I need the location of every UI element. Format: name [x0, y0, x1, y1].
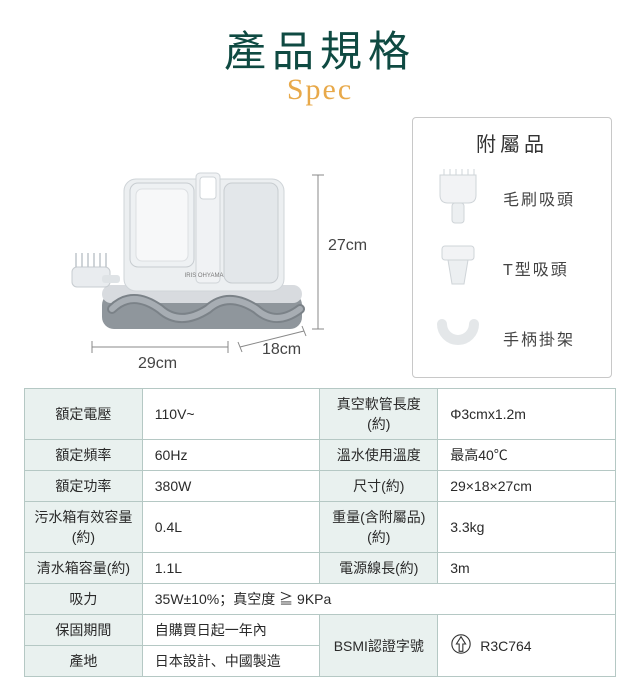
accessories-title: 附屬品 [423, 128, 601, 157]
spec-label: BSMI認證字號 [320, 615, 438, 677]
accessory-item: 毛刷吸頭 [423, 163, 601, 233]
brush-head-icon [423, 167, 493, 229]
table-row: 清水箱容量(約) 1.1L 電源線長(約) 3m [25, 553, 616, 584]
bsmi-mark-icon [450, 633, 472, 658]
spec-label: 保固期間 [25, 615, 143, 646]
t-head-icon [423, 237, 493, 299]
spec-label: 額定電壓 [25, 389, 143, 440]
spec-value: 0.4L [142, 502, 320, 553]
spec-label: 額定頻率 [25, 440, 143, 471]
accessories-panel: 附屬品 毛刷吸頭 [412, 117, 612, 378]
dim-depth: 18cm [262, 341, 301, 359]
spec-label: 清水箱容量(約) [25, 553, 143, 584]
spec-label: 產地 [25, 646, 143, 677]
upper-section: IRIS OHYAMA [0, 107, 640, 384]
page-subtitle: Spec [0, 73, 640, 107]
page-title: 產品規格 [0, 18, 640, 79]
accessory-item: 手柄掛架 [423, 303, 601, 373]
spec-label: 溫水使用溫度 [320, 440, 438, 471]
spec-value: 1.1L [142, 553, 320, 584]
spec-value: 自購買日起一年內 [142, 615, 320, 646]
svg-text:IRIS OHYAMA: IRIS OHYAMA [185, 273, 224, 279]
spec-value: 29×18×27cm [438, 471, 616, 502]
spec-value: 35W±10%；真空度 ≧ 9KPa [142, 584, 615, 615]
table-row: 額定電壓 110V~ 真空軟管長度(約) Φ3cmx1.2m [25, 389, 616, 440]
accessory-label: T型吸頭 [503, 256, 569, 280]
spec-label: 真空軟管長度(約) [320, 389, 438, 440]
spec-value: 380W [142, 471, 320, 502]
table-row: 額定功率 380W 尺寸(約) 29×18×27cm [25, 471, 616, 502]
dim-height: 27cm [328, 237, 367, 255]
spec-value: Φ3cmx1.2m [438, 389, 616, 440]
spec-value: 3.3kg [438, 502, 616, 553]
table-row: 額定頻率 60Hz 溫水使用溫度 最高40℃ [25, 440, 616, 471]
table-row: 保固期間 自購買日起一年內 BSMI認證字號 R3C764 [25, 615, 616, 646]
spec-value: R3C764 [438, 615, 616, 677]
spec-label: 污水箱有效容量(約) [25, 502, 143, 553]
spec-value: 3m [438, 553, 616, 584]
product-figure: IRIS OHYAMA [28, 117, 394, 377]
accessory-label: 手柄掛架 [503, 326, 575, 350]
spec-value: 最高40℃ [438, 440, 616, 471]
spec-value: 110V~ [142, 389, 320, 440]
accessory-item: T型吸頭 [423, 233, 601, 303]
spec-label: 吸力 [25, 584, 143, 615]
spec-label: 尺寸(約) [320, 471, 438, 502]
product-illustration: IRIS OHYAMA [68, 125, 358, 365]
spec-label: 額定功率 [25, 471, 143, 502]
title-block: 產品規格 Spec [0, 0, 640, 107]
spec-label: 電源線長(約) [320, 553, 438, 584]
table-row: 污水箱有效容量(約) 0.4L 重量(含附屬品)(約) 3.3kg [25, 502, 616, 553]
accessory-label: 毛刷吸頭 [503, 186, 575, 210]
spec-value: 60Hz [142, 440, 320, 471]
table-row: 吸力 35W±10%；真空度 ≧ 9KPa [25, 584, 616, 615]
spec-table: 額定電壓 110V~ 真空軟管長度(約) Φ3cmx1.2m 額定頻率 60Hz… [24, 388, 616, 677]
hook-icon [423, 307, 493, 369]
spec-value: 日本設計、中國製造 [142, 646, 320, 677]
spec-label: 重量(含附屬品)(約) [320, 502, 438, 553]
dim-width: 29cm [138, 355, 177, 373]
